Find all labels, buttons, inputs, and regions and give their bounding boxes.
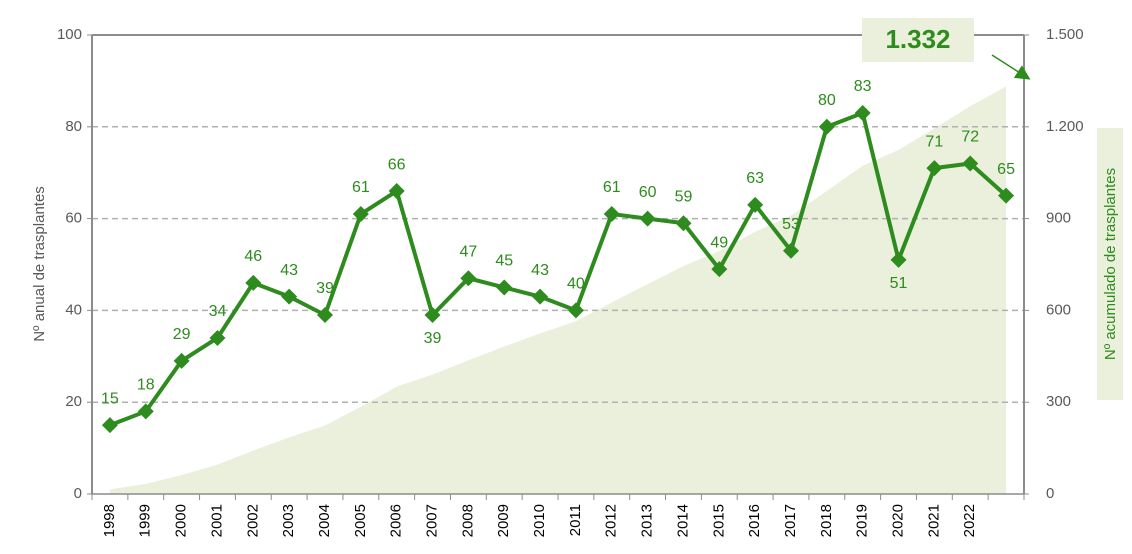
marker	[496, 279, 513, 296]
annotation-arrow	[991, 54, 1031, 80]
x-tick-label: 2021	[925, 504, 942, 537]
x-tick-label: 2015	[710, 504, 727, 537]
marker	[460, 270, 477, 287]
x-tick-label: 2022	[961, 504, 978, 537]
data-label: 29	[173, 326, 191, 343]
x-tick-label: 2002	[244, 504, 261, 537]
data-label: 60	[639, 184, 657, 201]
data-label: 49	[710, 234, 728, 251]
marker	[424, 306, 441, 323]
marker	[639, 210, 656, 227]
marker	[747, 196, 764, 213]
marker	[711, 261, 728, 278]
y2-tick-label: 900	[1046, 210, 1071, 227]
data-label: 43	[280, 262, 298, 279]
x-tick-label: 2010	[531, 504, 548, 537]
marker	[926, 160, 943, 177]
marker	[962, 155, 979, 172]
x-tick-label: 2005	[352, 504, 369, 537]
marker	[818, 118, 835, 135]
x-tick-label: 2016	[746, 504, 763, 537]
annotation: 1.332	[885, 24, 950, 54]
y2-tick-label: 0	[1046, 485, 1054, 502]
data-label: 15	[101, 390, 119, 407]
data-label: 83	[854, 78, 872, 95]
data-label: 80	[818, 92, 836, 109]
data-label: 61	[603, 179, 621, 196]
marker	[209, 329, 226, 346]
plot: 0 20 40 60 80 100 0 300 600 900 1.200 1.500 1998 1999…	[57, 26, 1084, 537]
data-label: 71	[925, 133, 943, 150]
marker	[245, 274, 262, 291]
x-tick-label: 2018	[818, 504, 835, 537]
marker	[675, 215, 692, 232]
x-tick-label: 1998	[101, 504, 118, 537]
marker	[101, 417, 118, 434]
x-tick-label: 2012	[603, 504, 620, 537]
x-tick-label: 2017	[782, 504, 799, 537]
annotation-box	[862, 18, 974, 62]
data-label: 40	[567, 276, 585, 293]
y-tick-label: 40	[65, 301, 82, 318]
x-tick-label: 2008	[459, 504, 476, 537]
data-label: 45	[495, 253, 513, 270]
y2-tick-label: 600	[1046, 301, 1071, 318]
x-tick-label: 2001	[208, 504, 225, 537]
data-label: 72	[961, 129, 979, 146]
y-tick-label: 20	[65, 393, 82, 410]
y2-tick-label: 1.500	[1046, 26, 1084, 43]
data-label: 66	[388, 156, 406, 173]
data-label: 53	[782, 216, 800, 233]
marker	[352, 206, 369, 223]
x-tick-label: 2004	[316, 504, 333, 537]
y2-tick-label: 1.200	[1046, 118, 1084, 135]
marker	[567, 302, 584, 319]
data-label: 39	[316, 280, 334, 297]
y-axis-label: Nº anual de trasplantes	[31, 186, 48, 342]
data-label: 61	[352, 179, 370, 196]
data-label: 43	[531, 262, 549, 279]
data-label: 47	[459, 243, 477, 260]
x-tick-label: 2009	[495, 504, 512, 537]
data-label: 46	[244, 248, 262, 265]
line	[109, 110, 1008, 428]
x-tick-label: 2003	[280, 504, 297, 537]
x-tick-label: 2020	[890, 504, 907, 537]
x-tick-label: 2000	[173, 504, 190, 537]
y-tick-label: 100	[57, 26, 82, 43]
cumulative-area	[109, 86, 1007, 495]
y2-axis-label: Nº acumulado de trasplantes	[1102, 168, 1119, 360]
x-tick-label: 2006	[388, 504, 405, 537]
y-tick-label: 0	[74, 485, 82, 502]
marker	[890, 251, 907, 268]
data-label: 63	[746, 170, 764, 187]
y2-tick-label: 300	[1046, 393, 1071, 410]
y2-axis-label-box	[1097, 128, 1123, 400]
marker	[317, 306, 333, 323]
marker	[783, 242, 799, 259]
data-label: 51	[890, 275, 908, 292]
data-label: 39	[424, 330, 442, 347]
marker	[281, 288, 298, 305]
marker	[137, 403, 154, 420]
data-label: 65	[997, 161, 1015, 178]
marker	[532, 288, 549, 305]
marker	[173, 352, 190, 369]
x-tick-label: 1999	[137, 504, 154, 537]
y-tick-label: 80	[65, 118, 82, 135]
marker	[998, 187, 1015, 204]
x-tick-label: 2013	[639, 504, 656, 537]
marker	[603, 206, 620, 223]
data-label: 59	[675, 188, 693, 205]
y-tick-label: 60	[65, 210, 82, 227]
x-tick-label: 2007	[424, 504, 441, 537]
marker	[854, 105, 871, 122]
marker	[388, 183, 405, 200]
x-tick-label: 2014	[674, 504, 691, 537]
x-tick-label: 2011	[567, 504, 584, 536]
x-tick-label: 2019	[854, 504, 871, 537]
data-label: 34	[209, 303, 227, 320]
data-label: 18	[137, 377, 155, 394]
